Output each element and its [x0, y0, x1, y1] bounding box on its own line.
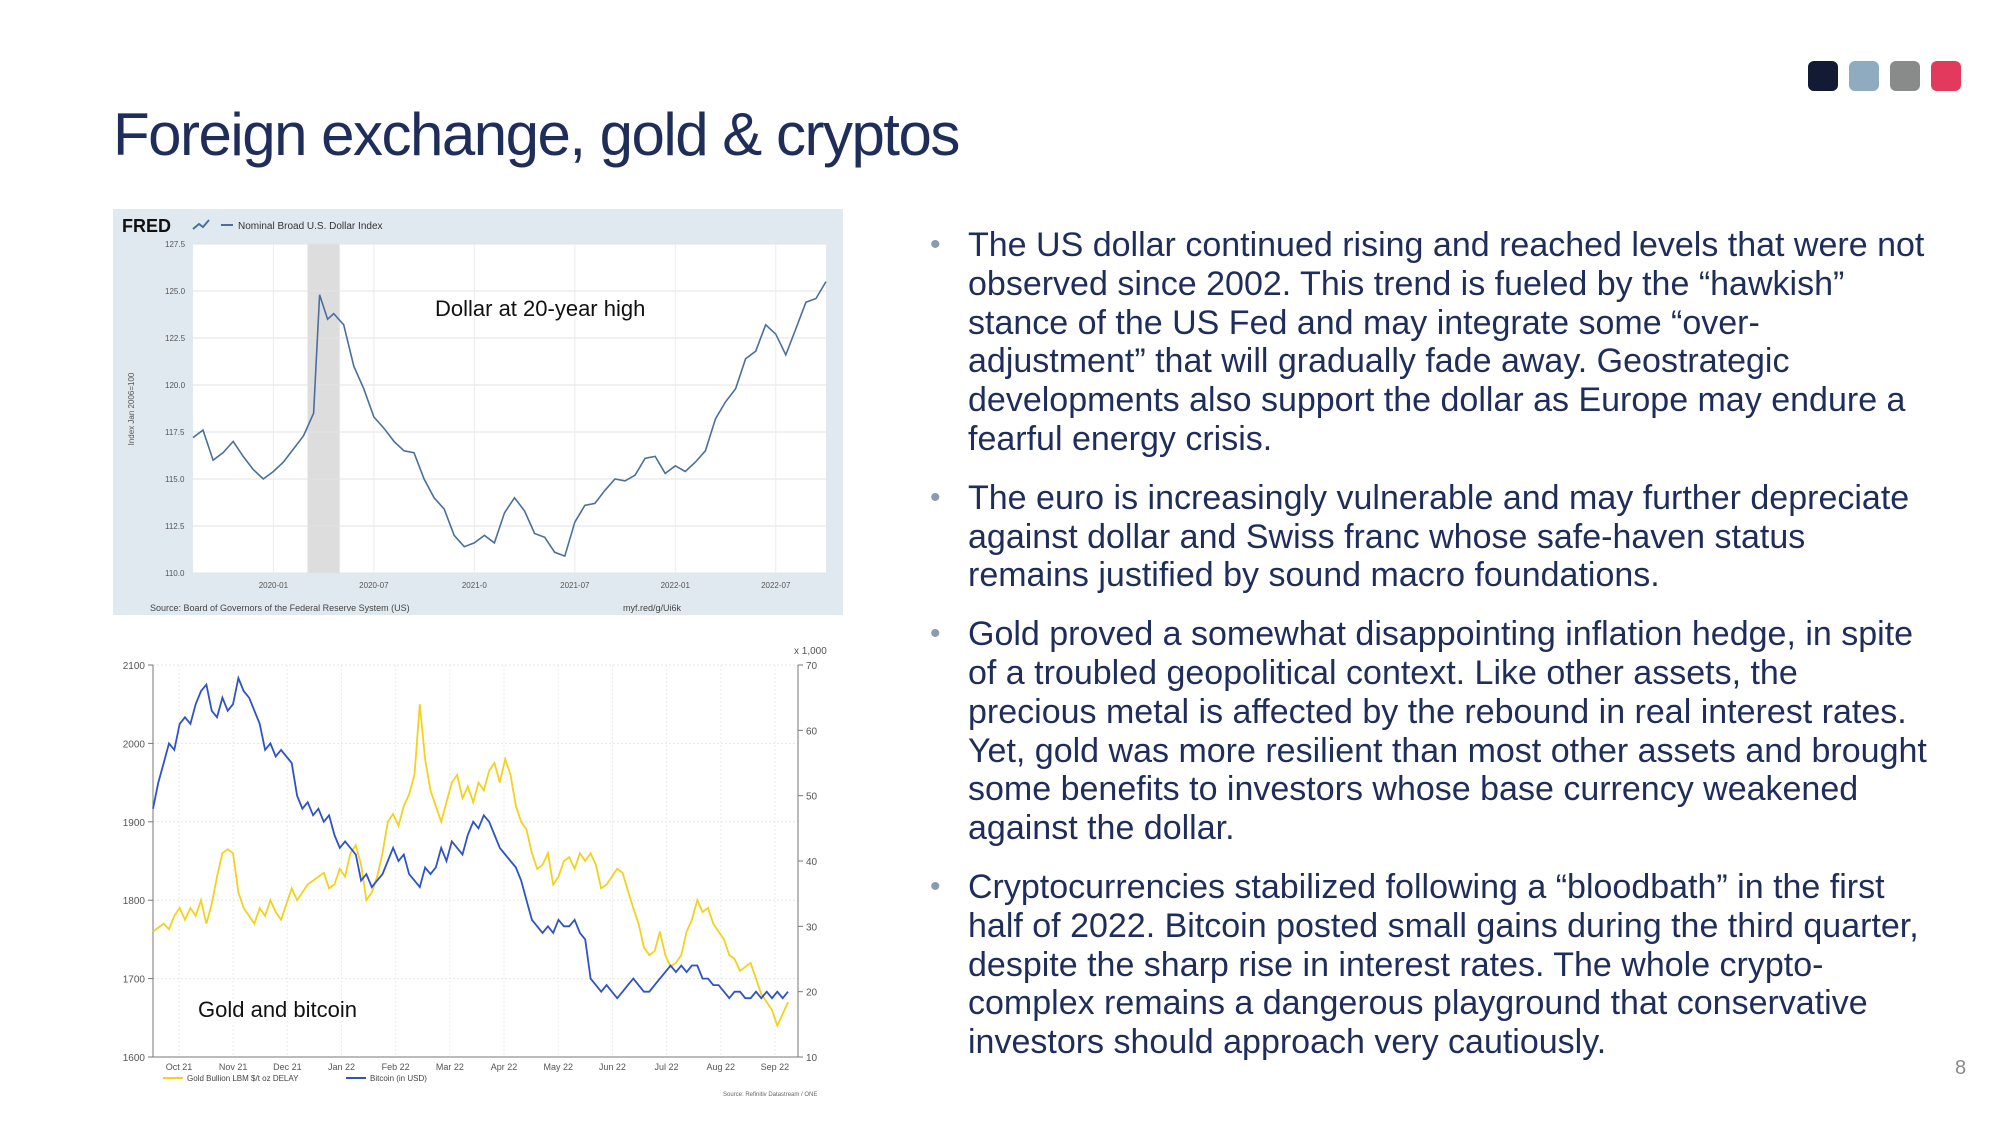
- x-tick-label: 2021-07: [560, 581, 590, 590]
- bullet-text: Cryptocurrencies stabilized following a …: [968, 867, 1919, 1062]
- y-right-tick-label: 30: [806, 922, 818, 933]
- slide-title: Foreign exchange, gold & cryptos: [113, 101, 960, 168]
- bullet-item: • The euro is increasingly vulnerable and…: [930, 479, 1930, 595]
- y-tick-label: 125.0: [165, 287, 186, 296]
- x-tick-label: 2021-0: [462, 581, 487, 590]
- plot-area: [193, 244, 826, 573]
- bullet-dot: •: [930, 617, 941, 651]
- page-number: 8: [1955, 1057, 1967, 1079]
- y-tick-label: 120.0: [165, 381, 186, 390]
- bullet-text: The US dollar continued rising and reach…: [968, 226, 1925, 458]
- chart-source: Source: Board of Governors of the Federa…: [150, 603, 410, 613]
- x-tick-label: 2020-07: [359, 581, 389, 590]
- bullet-item: • The US dollar continued rising and reac…: [930, 226, 1930, 459]
- swatch-grey: [1890, 61, 1920, 91]
- color-swatches: [1808, 61, 1961, 91]
- bullet-text: The euro is increasingly vulnerable and …: [968, 478, 1910, 595]
- x-tick-label: Dec 21: [273, 1062, 302, 1072]
- y-right-tick-label: 10: [806, 1053, 818, 1064]
- bullet-text: Gold proved a somewhat disappointing inf…: [968, 615, 1927, 848]
- y-left-tick-label: 1800: [123, 896, 146, 907]
- x-tick-label: Jan 22: [328, 1062, 355, 1072]
- y-right-tick-label: 40: [806, 857, 818, 868]
- dollar-index-line: [192, 281, 827, 558]
- legend-label-gold: Gold Bullion LBM $/t oz DELAY: [187, 1074, 299, 1083]
- x-tick-label: Aug 22: [706, 1062, 735, 1072]
- y-right-tick-label: 20: [806, 988, 818, 999]
- gold-bitcoin-chart-svg: 2100 2000 1900 1800 1700 1600 70 60 50 40 30 20 10 x …: [123, 646, 827, 1098]
- x-tick-label: Nov 21: [219, 1062, 248, 1072]
- y-tick-label: 115.0: [165, 475, 185, 484]
- chart-source: Source: Refinitiv Datastream / ONE: [723, 1092, 817, 1098]
- x-tick-label: Apr 22: [491, 1062, 518, 1072]
- y-right-multiplier: x 1,000: [794, 646, 827, 657]
- fred-logo: FRED: [122, 216, 171, 236]
- x-tick-label: Jul 22: [655, 1062, 679, 1072]
- recession-band: [307, 244, 340, 573]
- y-tick-label: 110.0: [165, 569, 185, 578]
- fred-logo-icon: [192, 219, 210, 230]
- gold-bitcoin-chart: 2100 2000 1900 1800 1700 1600 70 60 50 40 30 20 10 x …: [113, 644, 843, 1099]
- x-tick-label: 2020-01: [259, 581, 289, 590]
- swatch-navy: [1808, 61, 1838, 91]
- bullet-dot: •: [930, 869, 941, 903]
- x-tick-label: Oct 21: [166, 1062, 193, 1072]
- y-left-tick-label: 1700: [123, 975, 146, 986]
- chart-url: myf.red/g/Ui6k: [623, 603, 682, 613]
- gold-series-line: [152, 704, 789, 1029]
- swatch-red: [1931, 61, 1961, 91]
- x-tick-label: 2022-01: [661, 581, 691, 590]
- x-tick-label: Feb 22: [382, 1062, 410, 1072]
- y-right-tick-label: 60: [806, 726, 818, 737]
- y-left-tick-label: 1600: [123, 1053, 146, 1064]
- y-left-tick-label: 2000: [123, 739, 146, 750]
- y-axis-label: Index Jan 2006=100: [127, 372, 136, 445]
- y-tick-label: 112.5: [165, 522, 185, 531]
- bullet-item: • Gold proved a somewhat disappointing in…: [930, 615, 1930, 848]
- y-tick-label: 122.5: [165, 334, 186, 343]
- y-tick-label: 127.5: [165, 240, 186, 249]
- bullet-list: • The US dollar continued rising and reac…: [930, 226, 1930, 1082]
- x-tick-label: Jun 22: [599, 1062, 626, 1072]
- y-right-tick-label: 70: [806, 661, 818, 672]
- legend-label: Nominal Broad U.S. Dollar Index: [238, 221, 383, 232]
- x-tick-label: Sep 22: [761, 1062, 790, 1072]
- legend-label-bitcoin: Bitcoin (in USD): [370, 1074, 427, 1083]
- bullet-item: • Cryptocurrencies stabilized following a…: [930, 868, 1930, 1062]
- fred-dollar-chart: FRED Nominal Broad U.S. Dollar Index 127.5…: [113, 209, 843, 615]
- x-tick-label: May 22: [543, 1062, 573, 1072]
- y-tick-label: 117.5: [165, 428, 185, 437]
- bitcoin-series-line: [152, 675, 789, 1000]
- bullet-dot: •: [930, 228, 941, 261]
- x-tick-label: 2022-07: [761, 581, 791, 590]
- chart-annotation: Gold and bitcoin: [198, 997, 357, 1022]
- y-left-tick-label: 2100: [123, 661, 146, 672]
- x-tick-label: Mar 22: [436, 1062, 464, 1072]
- bullet-dot: •: [930, 480, 941, 514]
- y-left-tick-label: 1900: [123, 818, 146, 829]
- fred-chart-svg: FRED Nominal Broad U.S. Dollar Index 127.5…: [122, 216, 827, 613]
- y-right-tick-label: 50: [806, 792, 818, 803]
- chart-annotation: Dollar at 20-year high: [435, 296, 645, 321]
- swatch-blue-grey: [1849, 61, 1879, 91]
